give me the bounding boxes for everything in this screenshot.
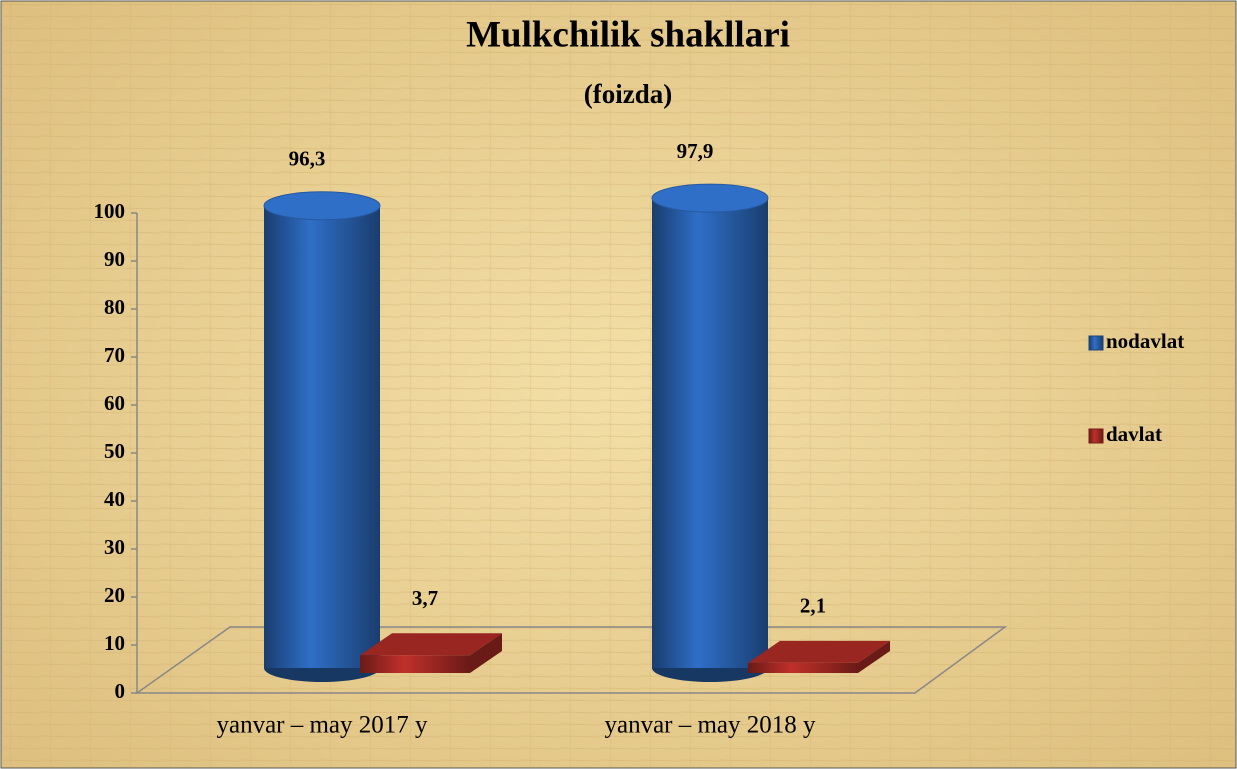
y-tick-label: 10 — [104, 631, 125, 655]
y-tick-label: 80 — [104, 295, 125, 319]
y-tick-label: 60 — [104, 391, 125, 415]
floor — [134, 626, 1008, 694]
bar-top — [263, 191, 381, 221]
bar — [651, 183, 769, 682]
data-label: 3,7 — [412, 586, 438, 610]
x-tick-label: yanvar – may 2018 y — [604, 712, 816, 739]
y-tick-label: 40 — [104, 487, 125, 511]
y-tick-label: 50 — [104, 439, 125, 463]
y-tick-label: 30 — [104, 535, 125, 559]
bar-top — [360, 633, 502, 656]
bar — [748, 640, 890, 673]
x-tick-label: yanvar – may 2017 y — [216, 712, 428, 739]
bar-side — [470, 633, 502, 673]
data-label: 96,3 — [289, 147, 326, 171]
bar-top — [651, 183, 769, 213]
bar — [360, 633, 502, 673]
y-tick-label: 70 — [104, 343, 125, 367]
y-tick-label: 0 — [115, 679, 126, 703]
bar-body — [652, 198, 768, 668]
bar-side — [858, 640, 890, 673]
legend-swatch — [1088, 428, 1104, 444]
bar-top — [748, 640, 890, 663]
legend-swatch — [1088, 335, 1104, 351]
legend-label: nodavlat — [1106, 329, 1184, 353]
data-label: 97,9 — [677, 139, 714, 163]
bar-front — [360, 655, 470, 673]
y-tick-label: 100 — [94, 199, 126, 223]
data-label: 2,1 — [800, 594, 826, 618]
chart-subtitle: (foizda) — [584, 79, 672, 109]
chart-title: Mulkchilik shakllari — [466, 14, 790, 55]
bar — [263, 191, 381, 682]
legend-label: davlat — [1106, 422, 1162, 446]
bar-body — [264, 205, 380, 668]
y-tick-label: 90 — [104, 247, 125, 271]
bar-front — [748, 662, 858, 673]
y-tick-label: 20 — [104, 583, 125, 607]
